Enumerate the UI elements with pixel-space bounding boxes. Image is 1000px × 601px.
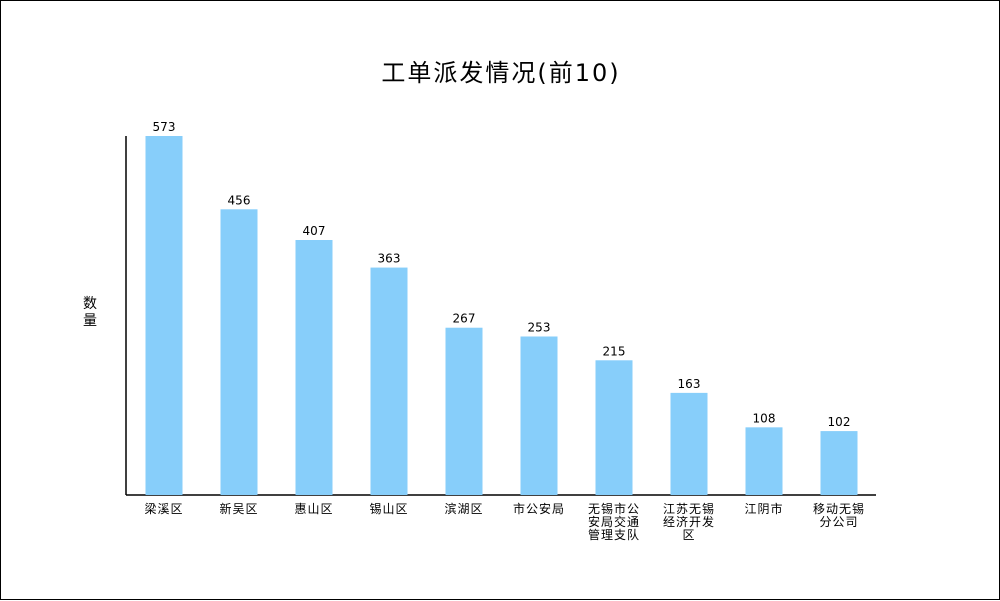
bar: [445, 327, 483, 495]
x-tick-label: 惠山区: [294, 502, 333, 516]
bar: [295, 240, 333, 495]
data-label: 215: [603, 344, 626, 358]
x-tick-label: 锡山区: [369, 501, 408, 516]
y-axis-label: 数量: [83, 296, 97, 329]
data-label: 407: [303, 224, 326, 238]
bar: [670, 392, 708, 495]
bar: [595, 360, 633, 495]
x-tick-label: 市公安局: [513, 501, 565, 516]
data-label: 456: [228, 193, 251, 207]
data-label: 573: [153, 120, 176, 134]
data-label: 102: [828, 415, 851, 429]
bar: [520, 336, 558, 495]
x-tick-label: 梁溪区: [144, 501, 183, 516]
bar: [145, 136, 183, 495]
data-label: 363: [378, 252, 401, 266]
chart-title: 工单派发情况(前10): [381, 59, 621, 87]
data-label: 267: [453, 312, 476, 326]
x-tick-label: 江苏无锡经济开发区: [663, 501, 715, 542]
x-tick-label: 滨湖区: [444, 501, 483, 516]
bar: [745, 427, 783, 495]
x-tick-label: 无锡市公安局交通管理支队: [588, 501, 640, 542]
bar: [370, 267, 408, 495]
x-tick-label: 江阴市: [744, 501, 783, 516]
data-label: 253: [528, 320, 551, 334]
x-tick-label: 移动无锡分公司: [813, 501, 865, 529]
bar: [220, 209, 258, 496]
bar: [820, 431, 858, 495]
data-label: 163: [678, 377, 701, 391]
x-tick-label: 新吴区: [219, 501, 258, 516]
data-label: 108: [753, 411, 776, 425]
